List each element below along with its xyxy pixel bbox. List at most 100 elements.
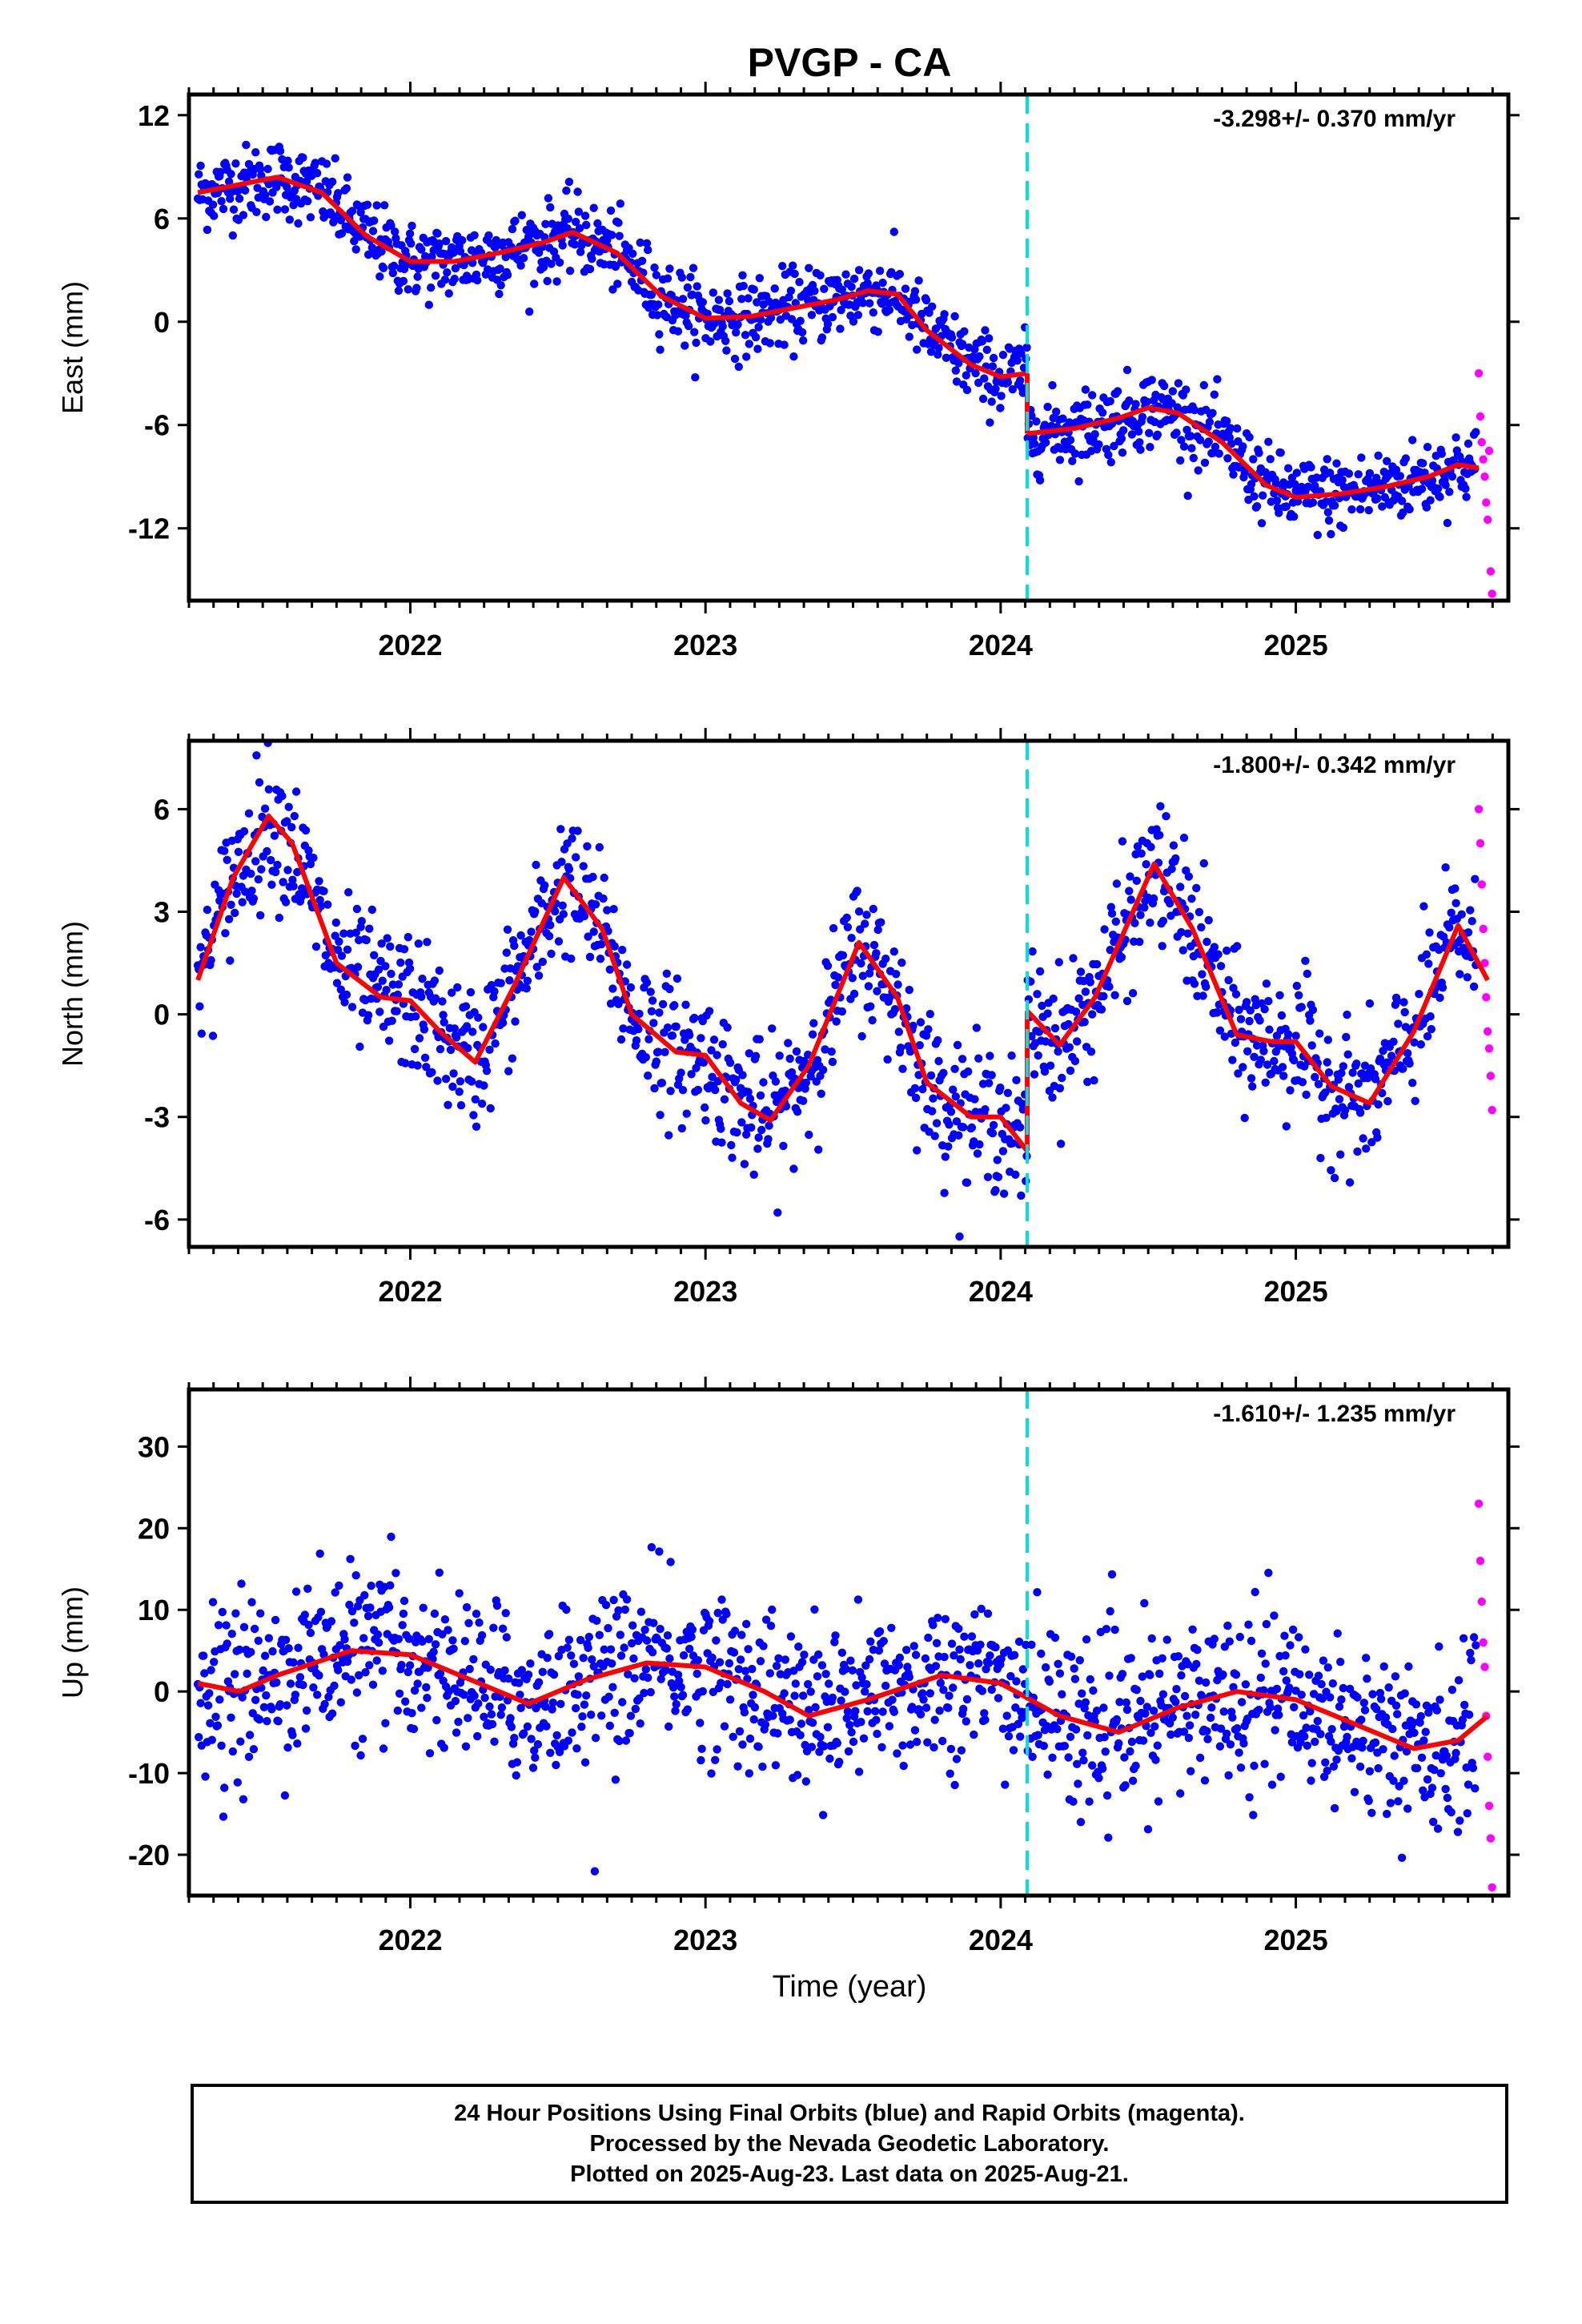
final-orbit-point	[1229, 470, 1238, 479]
final-orbit-point	[770, 284, 779, 293]
final-orbit-point	[1016, 376, 1025, 385]
final-orbit-point	[768, 1605, 777, 1614]
final-orbit-point	[958, 340, 967, 348]
final-orbit-point	[451, 1696, 460, 1706]
final-orbit-point	[1422, 503, 1431, 512]
final-orbit-point	[1435, 1642, 1443, 1651]
final-orbit-point	[1378, 1088, 1387, 1098]
final-orbit-point	[622, 1595, 632, 1604]
final-orbit-point	[637, 256, 647, 265]
final-orbit-point	[1359, 1736, 1367, 1745]
final-orbit-point	[1168, 1713, 1178, 1722]
final-orbit-point	[596, 955, 605, 963]
final-orbit-point	[1094, 440, 1103, 449]
y-tick-label: 0	[154, 306, 170, 339]
final-orbit-point	[440, 1615, 450, 1624]
final-orbit-point	[1458, 1715, 1468, 1724]
final-orbit-point	[837, 285, 847, 294]
final-orbit-point	[1132, 1686, 1142, 1695]
final-orbit-point	[517, 211, 526, 219]
final-orbit-point	[508, 1054, 517, 1063]
final-orbit-point	[1043, 1009, 1052, 1018]
final-orbit-point	[1251, 1587, 1259, 1597]
final-orbit-point	[1287, 1043, 1295, 1051]
final-orbit-point	[347, 1606, 357, 1616]
final-orbit-point	[1146, 1671, 1154, 1679]
final-orbit-point	[1297, 1003, 1306, 1011]
final-orbit-point	[1206, 1713, 1215, 1723]
final-orbit-point	[690, 328, 699, 336]
final-orbit-point	[1353, 1147, 1362, 1156]
final-orbit-point	[792, 1047, 801, 1056]
final-orbit-point	[1014, 1719, 1023, 1728]
final-orbit-point	[673, 327, 683, 336]
final-orbit-point	[1359, 1134, 1367, 1143]
final-orbit-point	[609, 1595, 618, 1605]
final-orbit-point	[1203, 1735, 1212, 1743]
final-orbit-point	[1290, 1055, 1299, 1065]
final-orbit-point	[1410, 1728, 1419, 1737]
final-orbit-point	[534, 248, 544, 257]
final-orbit-point	[697, 1034, 705, 1043]
final-orbit-point	[681, 341, 689, 350]
final-orbit-point	[1342, 1032, 1351, 1042]
final-orbit-point	[1400, 1689, 1409, 1698]
final-orbit-point	[864, 982, 873, 991]
final-orbit-point	[229, 205, 239, 214]
final-orbit-point	[477, 1100, 487, 1108]
final-orbit-point	[431, 271, 440, 280]
final-orbit-point	[236, 1737, 245, 1746]
final-orbit-point	[1167, 864, 1176, 874]
final-orbit-point	[608, 231, 616, 239]
final-orbit-point	[544, 931, 554, 941]
final-orbit-point	[940, 310, 949, 319]
final-orbit-point	[823, 1723, 833, 1731]
final-orbit-point	[223, 1677, 233, 1686]
final-orbit-point	[273, 860, 282, 870]
final-orbit-point	[1281, 1651, 1290, 1660]
final-orbit-point	[1223, 1729, 1231, 1739]
final-orbit-point	[1272, 496, 1282, 505]
final-orbit-point	[1171, 1698, 1180, 1707]
final-orbit-point	[1138, 1736, 1148, 1745]
final-orbit-point	[1468, 1763, 1478, 1772]
final-orbit-point	[859, 1734, 869, 1743]
final-orbit-point	[924, 1025, 933, 1034]
final-orbit-point	[208, 1598, 218, 1606]
final-orbit-point	[616, 1651, 626, 1660]
final-orbit-point	[1313, 530, 1323, 540]
final-orbit-point	[1311, 1737, 1319, 1747]
final-orbit-point	[365, 924, 374, 933]
final-orbit-point	[816, 271, 825, 279]
final-orbit-point	[299, 153, 307, 163]
final-orbit-point	[843, 1707, 853, 1716]
final-orbit-point	[465, 1664, 474, 1674]
final-orbit-point	[1323, 1767, 1331, 1775]
final-orbit-point	[1220, 1032, 1230, 1041]
final-orbit-point	[461, 1002, 471, 1011]
final-orbit-point	[472, 1610, 481, 1618]
final-orbit-point	[811, 1703, 820, 1712]
final-orbit-point	[946, 1769, 954, 1778]
final-orbit-point	[208, 1031, 218, 1040]
final-orbit-point	[985, 1659, 994, 1667]
final-orbit-point	[801, 1078, 810, 1088]
final-orbit-point	[1417, 1753, 1427, 1762]
final-orbit-point	[1237, 1698, 1247, 1707]
final-orbit-point	[1183, 929, 1192, 938]
final-orbit-point	[1441, 480, 1450, 489]
final-orbit-point	[544, 194, 553, 203]
final-orbit-point	[972, 1023, 982, 1032]
final-orbit-point	[682, 1109, 691, 1118]
final-orbit-point	[372, 1656, 381, 1665]
final-orbit-point	[1463, 1809, 1472, 1818]
final-orbit-point	[765, 297, 773, 306]
final-orbit-point	[881, 1681, 890, 1691]
y-axis-label: East (mm)	[56, 281, 89, 414]
final-orbit-point	[547, 949, 556, 959]
final-orbit-point	[1119, 426, 1128, 435]
final-orbit-point	[773, 1208, 782, 1217]
final-orbit-point	[1092, 1707, 1102, 1715]
final-orbit-point	[672, 1699, 681, 1709]
final-orbit-point	[1049, 994, 1058, 1003]
